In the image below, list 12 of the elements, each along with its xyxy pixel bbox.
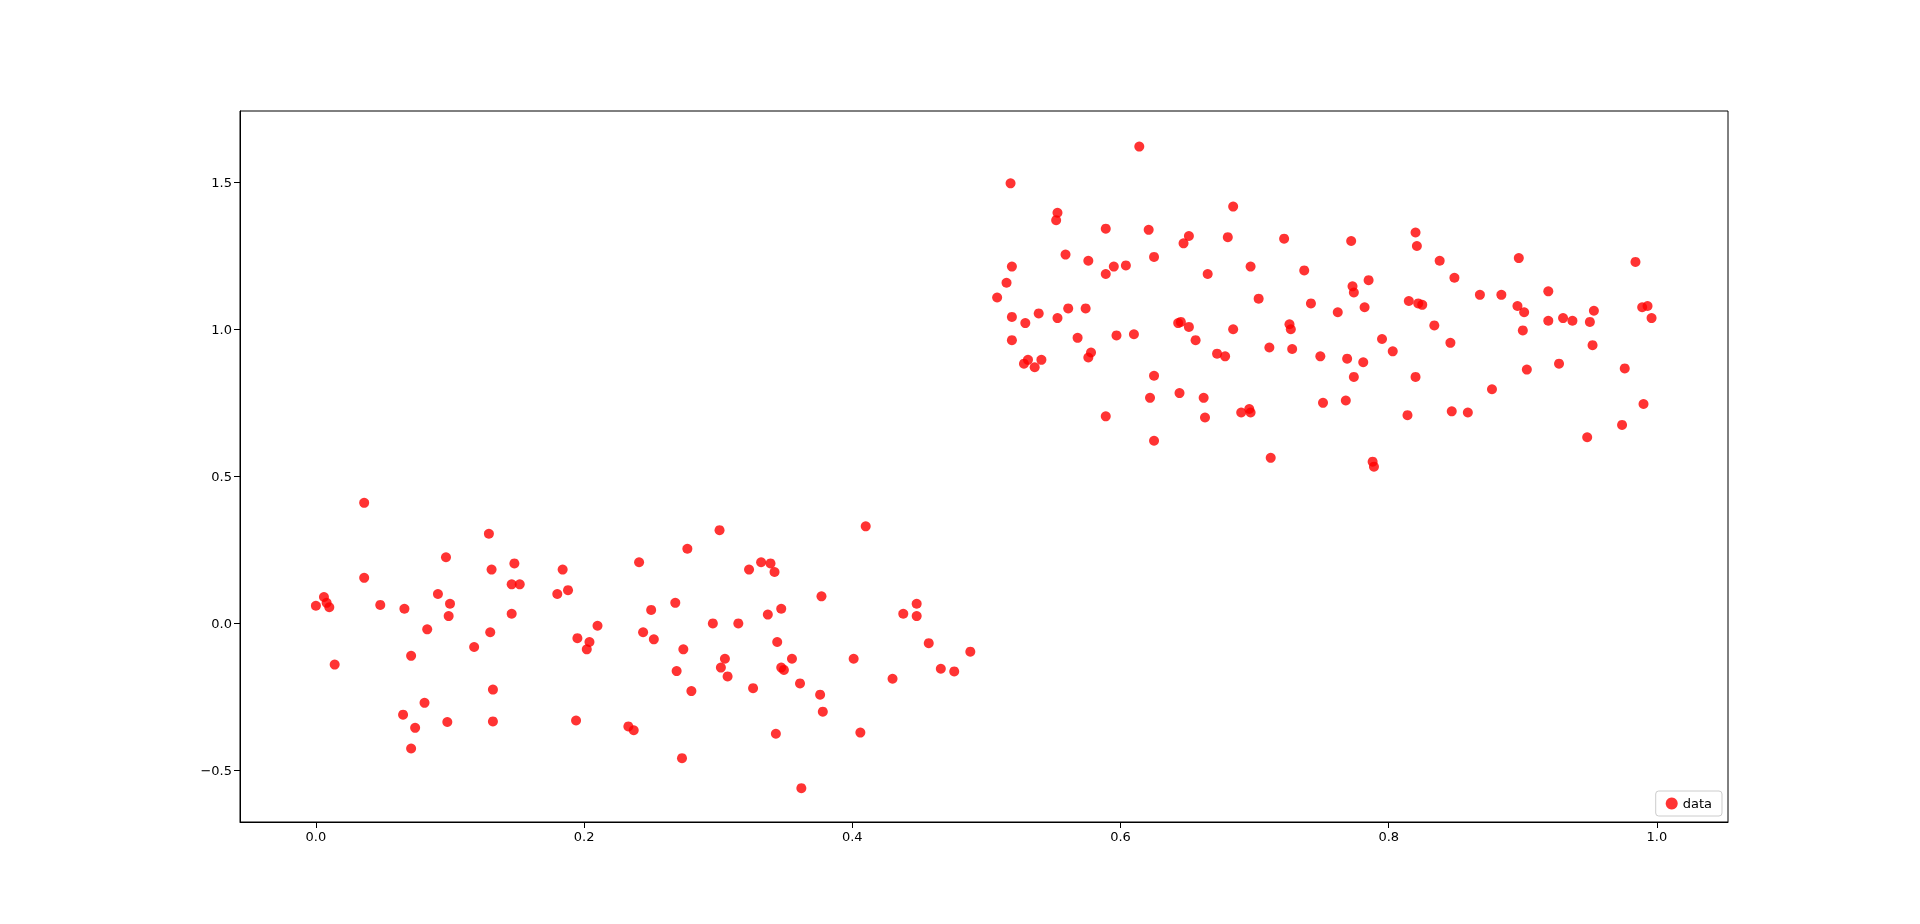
y-tick-label: −0.5 xyxy=(200,763,232,779)
y-tick-label: 1.0 xyxy=(211,321,232,337)
x-tick-label: 1.0 xyxy=(1646,829,1668,844)
x-tick-label: 0.8 xyxy=(1378,829,1400,844)
x-tick-label: 0.4 xyxy=(841,829,863,844)
x-tick-label: 0.6 xyxy=(1110,829,1131,844)
x-tick-label: 0.2 xyxy=(573,829,595,844)
y-tick-label: 0.5 xyxy=(211,468,232,484)
y-tick-label: 1.5 xyxy=(211,174,232,190)
x-tick-label: 0.0 xyxy=(305,829,327,844)
legend-label: data xyxy=(1682,796,1713,811)
y-tick-label: 0.0 xyxy=(211,615,232,631)
